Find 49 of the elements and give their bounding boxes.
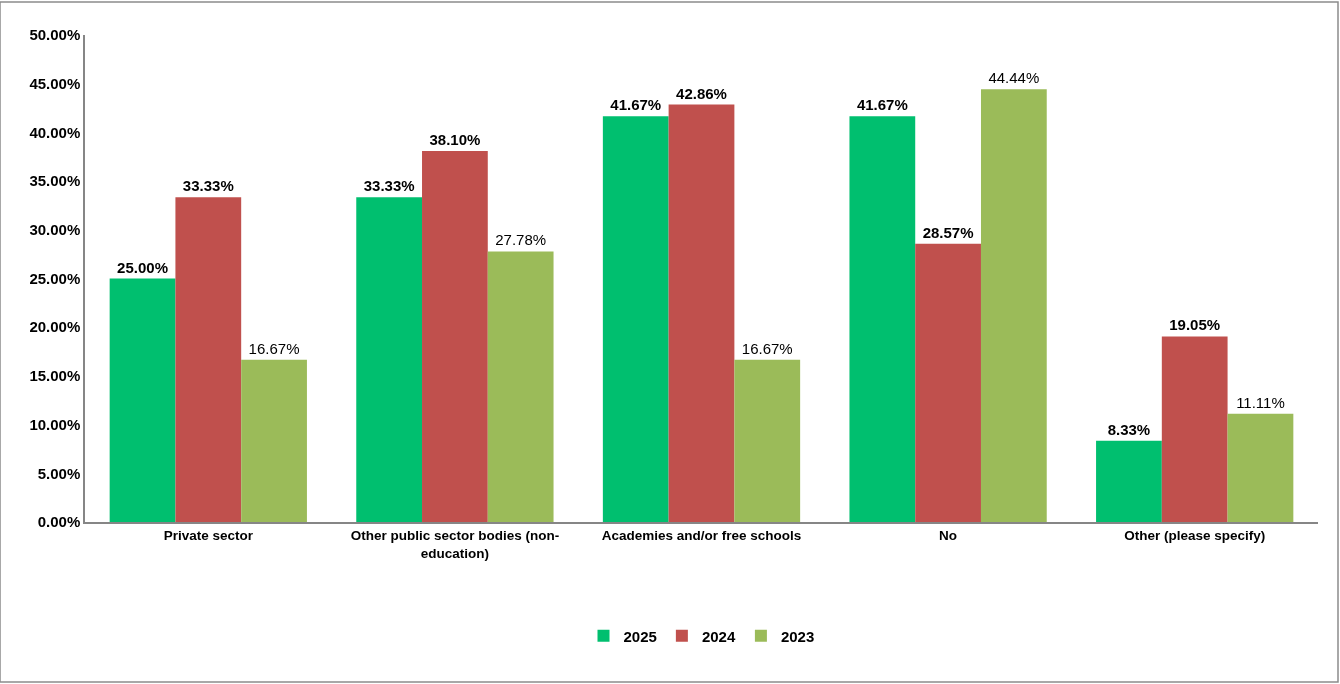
bar bbox=[668, 104, 735, 522]
y-tick-label: 10.00% bbox=[29, 415, 81, 433]
bar bbox=[487, 251, 554, 522]
x-tick-label: Other (please specify) bbox=[1124, 527, 1266, 543]
y-tick-label: 25.00% bbox=[29, 269, 81, 287]
x-tick-label: Private sector bbox=[163, 527, 254, 543]
legend-label: 2025 bbox=[623, 627, 657, 645]
data-label: 19.05% bbox=[1169, 316, 1221, 334]
bar bbox=[241, 359, 307, 522]
data-label: 33.33% bbox=[363, 177, 415, 195]
x-tick-label: No bbox=[939, 527, 958, 543]
y-tick-label: 5.00% bbox=[37, 464, 81, 482]
data-label: 41.67% bbox=[856, 96, 908, 114]
y-tick-label: 0.00% bbox=[37, 513, 81, 531]
y-tick-label: 45.00% bbox=[29, 74, 81, 92]
legend-label: 2024 bbox=[701, 627, 736, 645]
bar bbox=[980, 89, 1047, 522]
data-label: 16.67% bbox=[248, 339, 300, 357]
legend-label: 2023 bbox=[780, 627, 815, 645]
bar bbox=[602, 116, 669, 522]
bar bbox=[1096, 440, 1162, 522]
data-label: 41.67% bbox=[610, 96, 662, 114]
data-label: 44.44% bbox=[988, 69, 1040, 87]
bar bbox=[109, 278, 176, 522]
y-tick-label: 50.00% bbox=[29, 26, 81, 44]
x-tick-label: Academies and/or free schools bbox=[601, 527, 802, 543]
y-tick-label: 15.00% bbox=[29, 367, 81, 385]
data-label: 42.86% bbox=[676, 84, 727, 102]
data-label: 16.67% bbox=[741, 339, 793, 357]
bar bbox=[356, 197, 423, 522]
y-tick-label: 40.00% bbox=[29, 123, 81, 141]
x-tick-label: Other public sector bodies (non-education) bbox=[350, 527, 560, 561]
y-tick-label: 20.00% bbox=[29, 318, 81, 336]
bar bbox=[175, 197, 242, 522]
data-label: 33.33% bbox=[182, 177, 234, 195]
bar bbox=[915, 243, 981, 522]
data-label: 25.00% bbox=[117, 258, 168, 276]
bar bbox=[1161, 336, 1228, 522]
data-label: 11.11% bbox=[1236, 393, 1285, 411]
bar bbox=[1227, 413, 1294, 522]
y-tick-label: 30.00% bbox=[29, 221, 81, 239]
bar bbox=[422, 150, 488, 522]
bar bbox=[849, 116, 916, 522]
data-label: 28.57% bbox=[922, 223, 974, 241]
data-label: 8.33% bbox=[1107, 420, 1151, 438]
bar bbox=[734, 359, 801, 522]
y-tick-label: 35.00% bbox=[29, 172, 81, 190]
data-label: 38.10% bbox=[429, 130, 481, 148]
data-label: 27.78% bbox=[495, 231, 547, 249]
